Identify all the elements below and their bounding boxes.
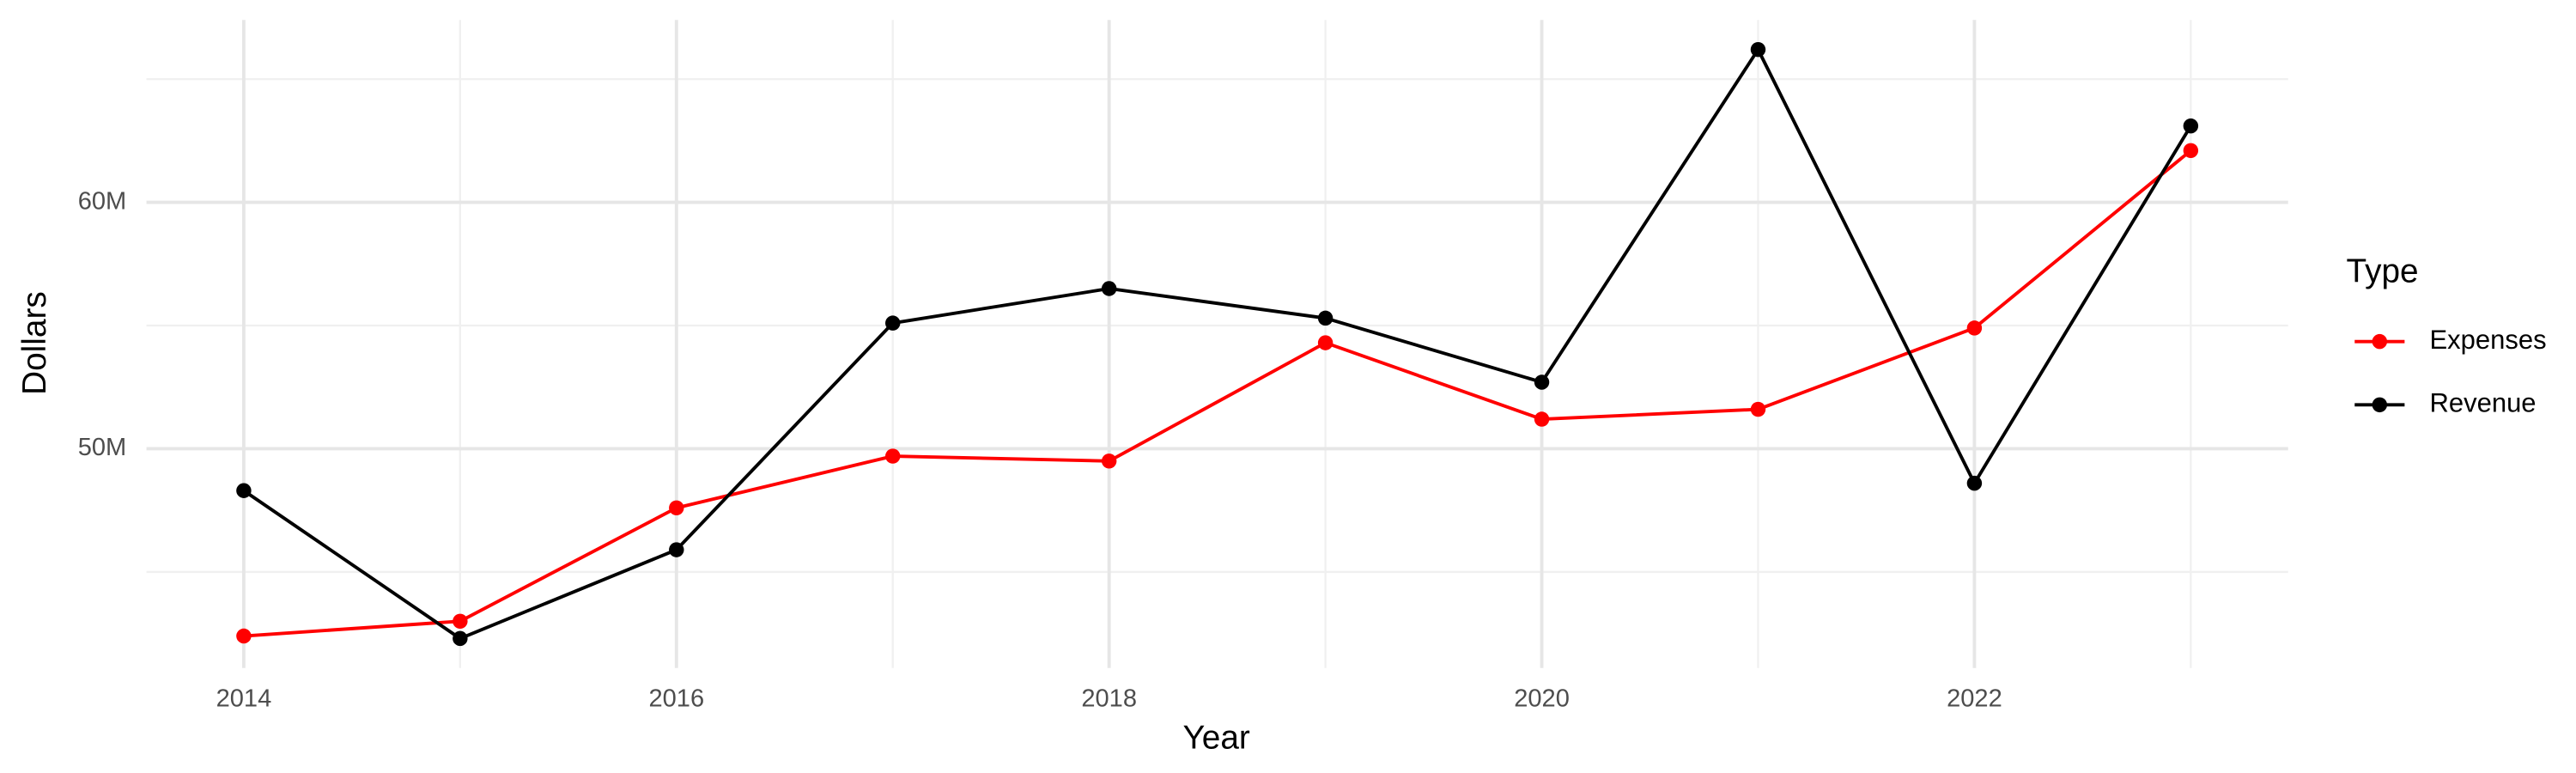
x-tick-label: 2018 <box>1081 685 1137 712</box>
data-point <box>1317 310 1334 326</box>
data-point <box>1750 401 1766 417</box>
data-point <box>885 448 901 464</box>
x-tick-label: 2020 <box>1514 685 1570 712</box>
data-point <box>1534 411 1550 427</box>
data-point <box>2183 118 2199 134</box>
legend-label: Expenses <box>2429 325 2546 355</box>
data-point <box>1966 475 1983 491</box>
data-point <box>669 500 684 516</box>
series-line <box>242 46 2193 641</box>
legend-key-point <box>2372 333 2388 350</box>
y-tick-label: 60M <box>78 187 127 215</box>
data-point <box>885 315 901 331</box>
x-tick-label: 2022 <box>1947 685 2002 712</box>
x-axis-title: Year <box>1183 719 1250 756</box>
data-point <box>453 630 468 647</box>
legend-label: Revenue <box>2429 388 2536 418</box>
data-point <box>2183 143 2199 159</box>
y-tick-label: 50M <box>78 434 127 461</box>
legend-key-point <box>2372 397 2388 413</box>
y-axis-title: Dollars <box>16 291 53 395</box>
legend-title: Type <box>2347 253 2419 289</box>
data-point <box>1101 453 1117 469</box>
data-point <box>453 613 468 630</box>
x-tick-label: 2014 <box>216 685 272 712</box>
data-point <box>1750 41 1766 58</box>
data-point <box>1317 335 1334 350</box>
x-tick-label: 2016 <box>648 685 704 712</box>
data-point <box>1101 281 1117 296</box>
data-point <box>236 483 252 498</box>
data-point <box>669 542 684 557</box>
data-point <box>1966 320 1983 336</box>
data-point <box>236 628 252 644</box>
data-point <box>1534 374 1550 390</box>
series-line <box>243 149 2192 638</box>
